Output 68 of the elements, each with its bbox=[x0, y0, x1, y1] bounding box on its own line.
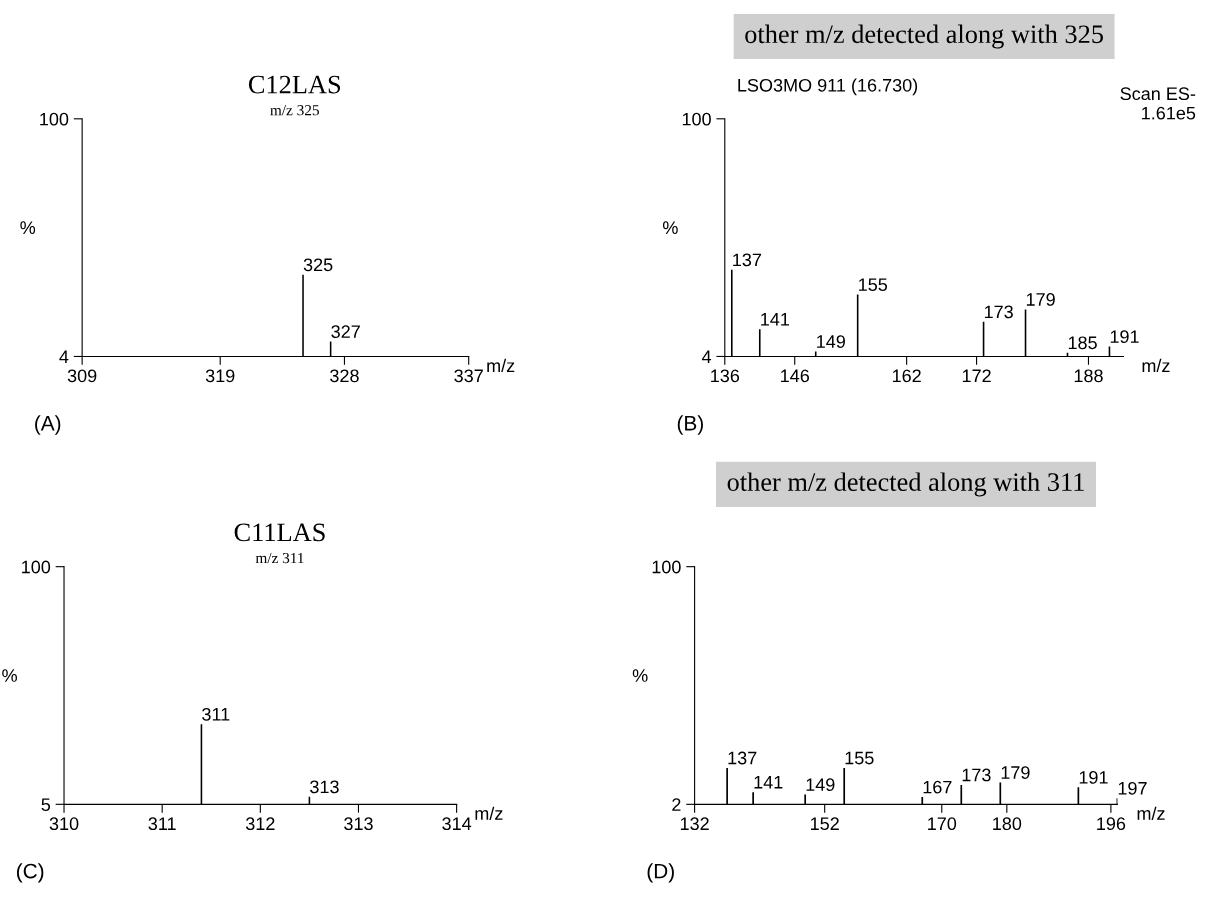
annotation: 197 bbox=[1118, 781, 1147, 795]
x-tick-label: 162 bbox=[892, 369, 921, 383]
annotation: 155 bbox=[859, 278, 888, 292]
x-tick-label: 136 bbox=[711, 369, 740, 383]
chart-title: other m/z detected along with 311 bbox=[727, 472, 1084, 497]
x-tick-label: 311 bbox=[148, 817, 176, 831]
annotation: 137 bbox=[733, 253, 762, 267]
text: (D) bbox=[647, 863, 674, 883]
annotation: 149 bbox=[806, 778, 835, 792]
y-tick-label: 5 bbox=[41, 798, 51, 812]
annotation: 155 bbox=[845, 751, 874, 765]
annotation: 141 bbox=[761, 313, 790, 326]
chart-subtitle: m/z 311 bbox=[255, 552, 304, 564]
text: (C) bbox=[17, 863, 44, 883]
annotation: 325 bbox=[303, 258, 333, 272]
chart-title: C11LAS bbox=[234, 523, 325, 542]
annotation: 313 bbox=[310, 780, 339, 794]
y-axis-title: % bbox=[632, 669, 648, 682]
chart-title: C12LAS bbox=[248, 75, 341, 94]
annotation: 173 bbox=[962, 768, 991, 782]
chart-subtitle: m/z 325 bbox=[270, 105, 319, 116]
x-axis-title: m/z bbox=[475, 806, 503, 820]
chart-title: other m/z detected along with 325 bbox=[745, 24, 1103, 49]
y-tick-label: 100 bbox=[652, 560, 681, 574]
x-tick-label: 132 bbox=[680, 817, 709, 831]
y-axis-title: % bbox=[662, 221, 678, 234]
text: (B) bbox=[677, 415, 703, 435]
x-tick-label: 328 bbox=[330, 369, 359, 383]
x-tick-label: 172 bbox=[962, 369, 991, 383]
x-axis-title: m/z bbox=[1142, 358, 1170, 373]
annotation: 179 bbox=[1026, 293, 1055, 306]
x-axis-title: m/z bbox=[487, 358, 515, 373]
x-tick-label: 337 bbox=[454, 369, 483, 383]
annotation: 327 bbox=[331, 325, 360, 339]
y-axis-title: % bbox=[20, 221, 36, 234]
annotation: 191 bbox=[1079, 770, 1108, 784]
annotation: 311 bbox=[202, 707, 230, 721]
x-tick-label: 196 bbox=[1097, 817, 1126, 831]
annotation: 185 bbox=[1068, 336, 1097, 350]
annotation: 137 bbox=[728, 751, 757, 765]
y-tick-label: 4 bbox=[59, 350, 69, 363]
text: (A) bbox=[35, 415, 61, 435]
x-axis-title: m/z bbox=[1137, 806, 1165, 820]
x-tick-label: 180 bbox=[993, 817, 1022, 831]
x-tick-label: 188 bbox=[1074, 369, 1103, 383]
y-tick-label: 100 bbox=[22, 560, 51, 574]
annotation: 179 bbox=[1001, 766, 1030, 779]
x-tick-label: 310 bbox=[49, 817, 79, 831]
annotation: Scan ES- 1.61e5 bbox=[1120, 87, 1196, 120]
y-axis-title: % bbox=[2, 669, 17, 682]
x-tick-label: 146 bbox=[781, 369, 810, 383]
annotation: 149 bbox=[817, 335, 845, 348]
chart-subtitle: LSO3MO 911 (16.730) bbox=[738, 78, 918, 96]
x-tick-label: 312 bbox=[245, 817, 275, 831]
annotation: 191 bbox=[1110, 330, 1139, 343]
annotation: 141 bbox=[754, 776, 783, 789]
x-tick-label: 319 bbox=[205, 369, 235, 383]
x-tick-label: 314 bbox=[442, 817, 472, 831]
y-tick-label: 4 bbox=[701, 350, 712, 363]
x-tick-label: 170 bbox=[928, 817, 957, 831]
y-tick-label: 100 bbox=[682, 112, 711, 126]
y-tick-label: 2 bbox=[672, 798, 681, 811]
annotation: 167 bbox=[923, 780, 952, 794]
annotation: 173 bbox=[984, 305, 1013, 319]
y-tick-label: 100 bbox=[40, 112, 69, 126]
x-tick-label: 313 bbox=[344, 817, 373, 831]
x-tick-label: 152 bbox=[811, 817, 839, 831]
x-tick-label: 309 bbox=[67, 369, 97, 383]
